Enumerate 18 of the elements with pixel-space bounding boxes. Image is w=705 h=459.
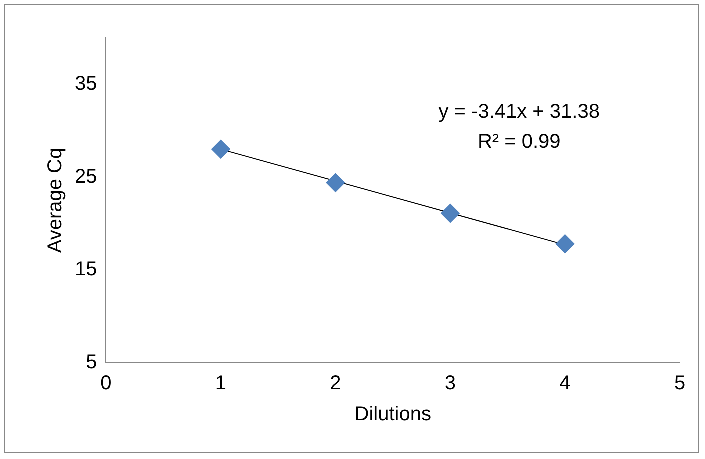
x-tick-label: 4: [560, 372, 571, 395]
x-tick-label: 1: [215, 372, 227, 395]
y-tick-label: 25: [74, 166, 98, 188]
y-tick-label: 15: [74, 258, 98, 281]
x-tick-label: 2: [330, 372, 342, 395]
point: [211, 140, 230, 159]
x-axis-title: Dilutions: [354, 404, 432, 426]
annotation: y = -3.41x + 31.38: [438, 101, 600, 123]
x-tick-label: 5: [674, 372, 686, 395]
point: [441, 204, 460, 223]
y-tick-label: 35: [74, 72, 98, 95]
point: [556, 234, 575, 254]
x-tick-label: 3: [444, 372, 456, 395]
point: [326, 173, 346, 192]
y-axis-title: Average Cq: [44, 148, 67, 254]
y-tick-label: 5: [86, 352, 98, 374]
x-tick-label: 0: [100, 372, 112, 395]
annotation: R² = 0.99: [478, 131, 561, 153]
